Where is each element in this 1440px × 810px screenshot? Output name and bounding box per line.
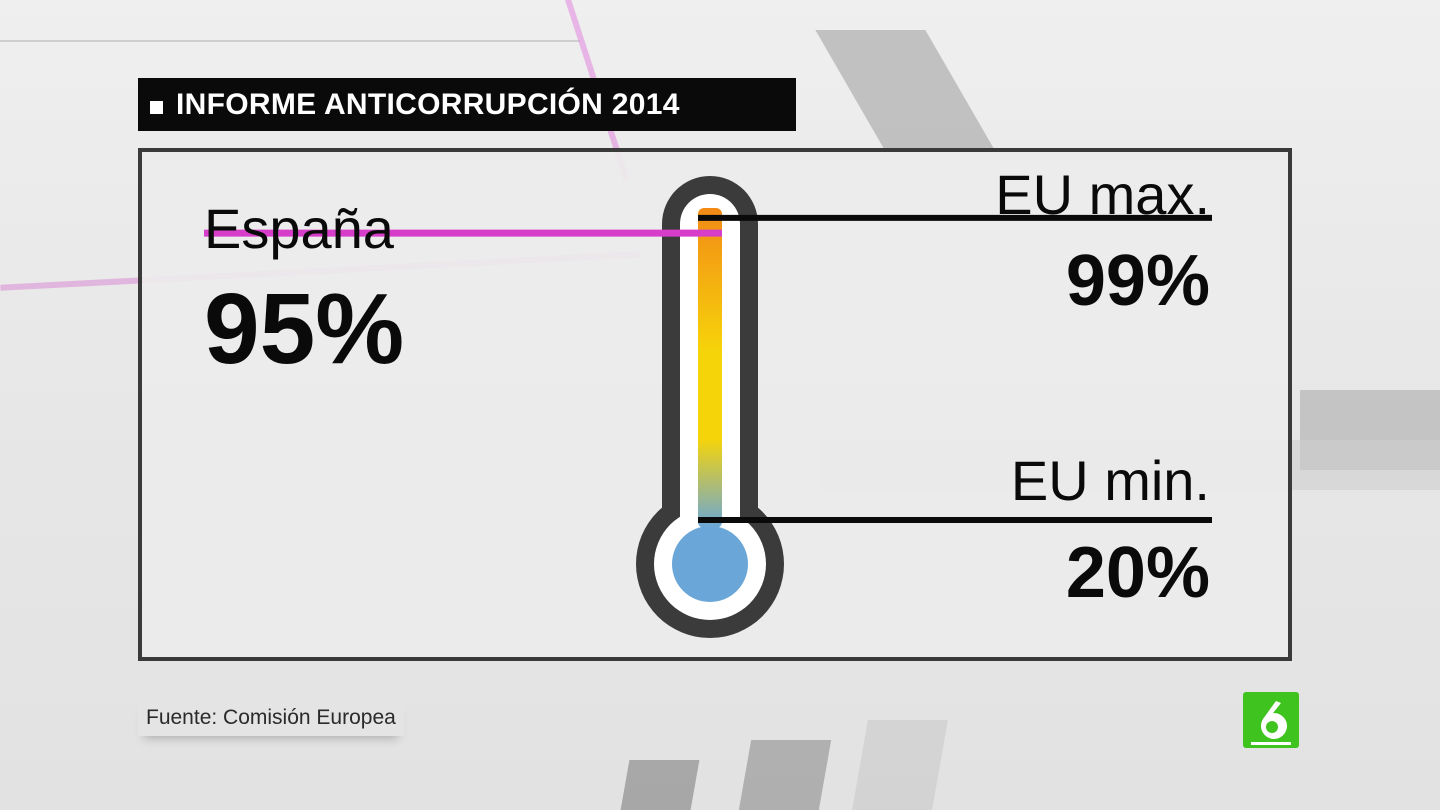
eu-min-value: 20% (1065, 533, 1210, 613)
background-bar (738, 740, 832, 810)
square-bullet-icon (150, 101, 163, 114)
background-gray-band (1300, 390, 1440, 470)
background-gray-band (815, 30, 995, 150)
infographic-panel: España 95% EU max. 99% EU min. 20% (138, 148, 1292, 661)
thermometer-mercury (698, 208, 722, 528)
la-sexta-logo-icon (1243, 692, 1299, 748)
background-bar (852, 720, 948, 810)
background-bar (620, 760, 700, 810)
spain-label: España (204, 197, 394, 260)
spain-value: 95% (204, 273, 405, 385)
page-title: INFORME ANTICORRUPCIÓN 2014 (176, 87, 680, 121)
thermometer-bulb (672, 526, 748, 602)
title-bar: INFORME ANTICORRUPCIÓN 2014 (138, 78, 796, 131)
thermometer-graphic (204, 176, 1212, 638)
source-caption: Fuente: Comisión Europea (138, 700, 404, 736)
eu-max-label: EU max. (995, 163, 1210, 226)
background-line (0, 40, 580, 42)
eu-min-label: EU min. (1010, 449, 1210, 512)
eu-max-value: 99% (1065, 241, 1210, 321)
